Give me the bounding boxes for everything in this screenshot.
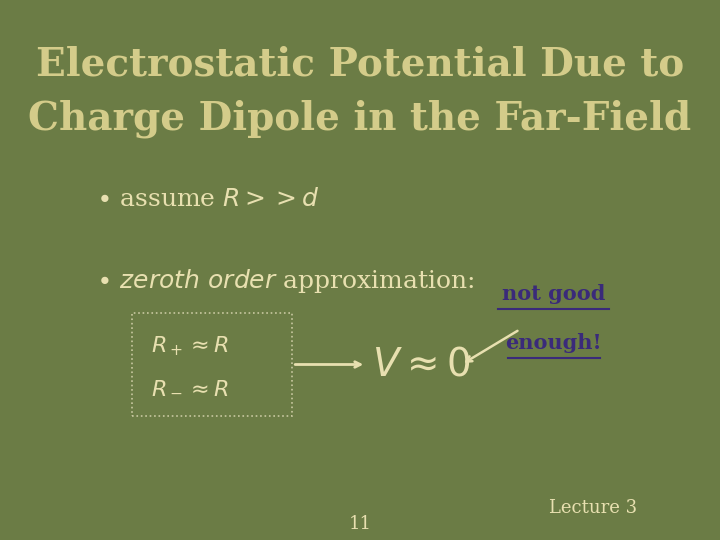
Text: $V \approx 0$: $V \approx 0$ bbox=[372, 346, 471, 383]
Text: $\bullet$ assume $R>>d$: $\bullet$ assume $R>>d$ bbox=[96, 188, 319, 211]
Bar bbox=[132, 313, 292, 416]
Text: Lecture 3: Lecture 3 bbox=[549, 498, 636, 517]
Text: $\bullet$ $\mathit{zeroth\ order}$ approximation:: $\bullet$ $\mathit{zeroth\ order}$ appro… bbox=[96, 267, 474, 295]
Text: Electrostatic Potential Due to: Electrostatic Potential Due to bbox=[36, 46, 684, 84]
Text: not good: not good bbox=[502, 284, 606, 305]
Text: Charge Dipole in the Far-Field: Charge Dipole in the Far-Field bbox=[28, 99, 692, 138]
Text: 11: 11 bbox=[348, 515, 372, 533]
Text: enough!: enough! bbox=[505, 333, 602, 353]
Text: $R_- \approx R$: $R_- \approx R$ bbox=[151, 376, 229, 398]
Text: $R_+ \approx R$: $R_+ \approx R$ bbox=[151, 334, 229, 358]
